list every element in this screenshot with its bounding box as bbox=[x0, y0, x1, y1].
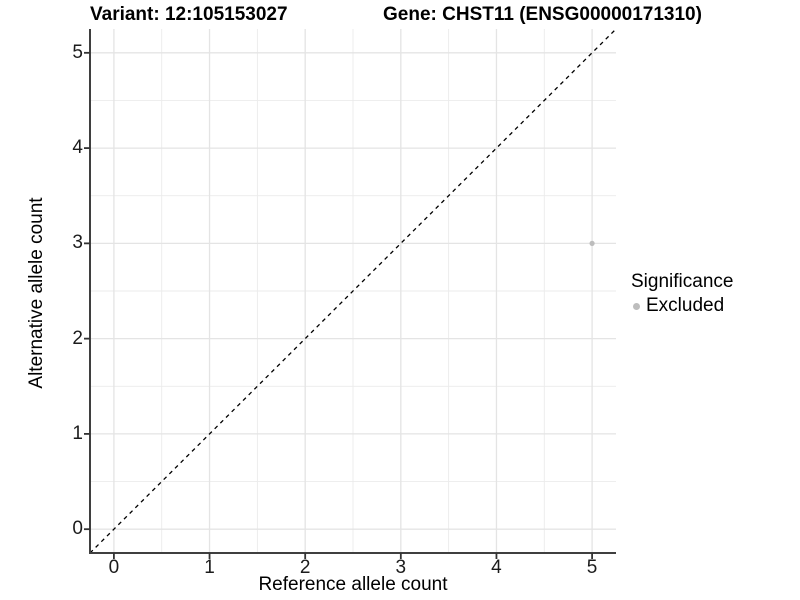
data-points bbox=[589, 240, 595, 246]
x-tick-label: 0 bbox=[108, 557, 120, 578]
y-axis-title: Alternative allele count bbox=[26, 197, 47, 389]
x-axis-title: Reference allele count bbox=[258, 574, 448, 595]
y-tick-label: 0 bbox=[72, 518, 83, 540]
y-tick-label: 1 bbox=[72, 422, 83, 444]
y-tick-label: 4 bbox=[72, 137, 83, 159]
y-tick-label: 2 bbox=[72, 327, 83, 349]
legend-item-label: Excluded bbox=[646, 295, 725, 316]
x-tick-label: 4 bbox=[491, 557, 502, 578]
legend-point-icon bbox=[633, 302, 640, 310]
axis-lines bbox=[89, 29, 616, 554]
legend: Significance Excluded bbox=[631, 271, 733, 317]
plot-title-variant: Variant: 12:105153027 bbox=[90, 4, 288, 25]
legend-title: Significance bbox=[631, 271, 734, 292]
y-tick-label: 5 bbox=[72, 41, 83, 63]
legend-item-excluded: Excluded bbox=[631, 295, 733, 317]
x-tick-label: 2 bbox=[299, 557, 311, 578]
y-tick-label: 3 bbox=[72, 232, 83, 254]
major-gridlines bbox=[90, 29, 616, 553]
x-tick-label: 1 bbox=[204, 557, 215, 578]
x-tick-label: 3 bbox=[395, 557, 407, 578]
plot-title-gene: Gene: CHST11 (ENSG00000171310) bbox=[383, 4, 702, 25]
identity-dashed-line bbox=[89, 28, 617, 554]
axis-tick-marks bbox=[84, 51, 593, 559]
x-tick-label: 5 bbox=[586, 557, 598, 578]
minor-gridlines bbox=[90, 29, 616, 553]
